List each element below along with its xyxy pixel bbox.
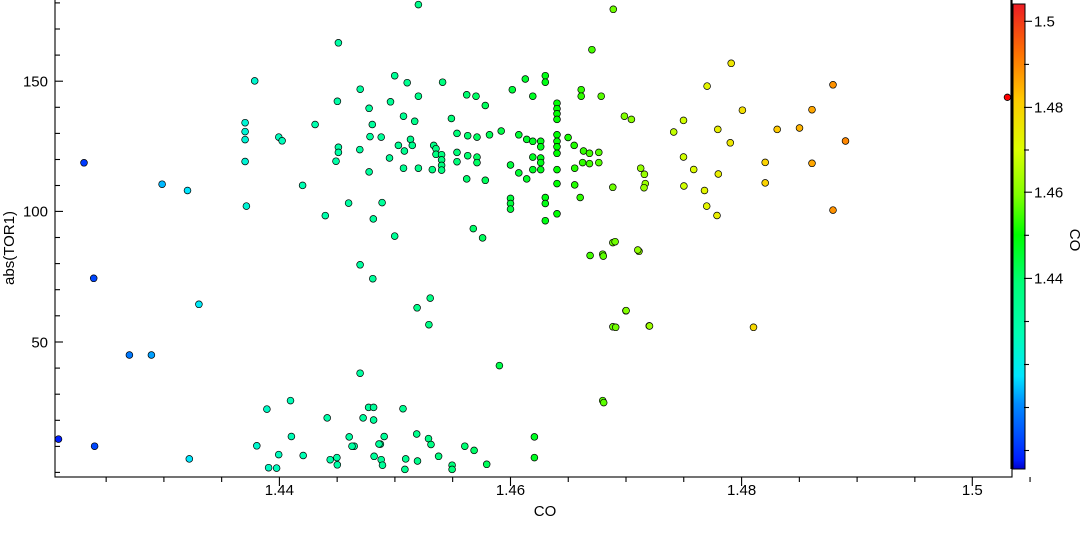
svg-text:1.44: 1.44 [1034,271,1063,288]
svg-text:abs(TOR1): abs(TOR1) [1,211,18,285]
svg-text:100: 100 [23,204,48,221]
svg-text:1.46: 1.46 [1034,184,1063,201]
svg-text:1.48: 1.48 [727,482,756,499]
svg-text:150: 150 [23,74,48,91]
svg-text:CO: CO [1066,229,1083,252]
svg-text:1.5: 1.5 [962,482,983,499]
svg-text:CO: CO [534,503,557,520]
svg-text:50: 50 [31,334,48,351]
svg-text:1.46: 1.46 [496,482,525,499]
svg-text:1.5: 1.5 [1034,14,1055,31]
svg-text:1.48: 1.48 [1034,100,1063,117]
svg-text:1.44: 1.44 [265,482,294,499]
